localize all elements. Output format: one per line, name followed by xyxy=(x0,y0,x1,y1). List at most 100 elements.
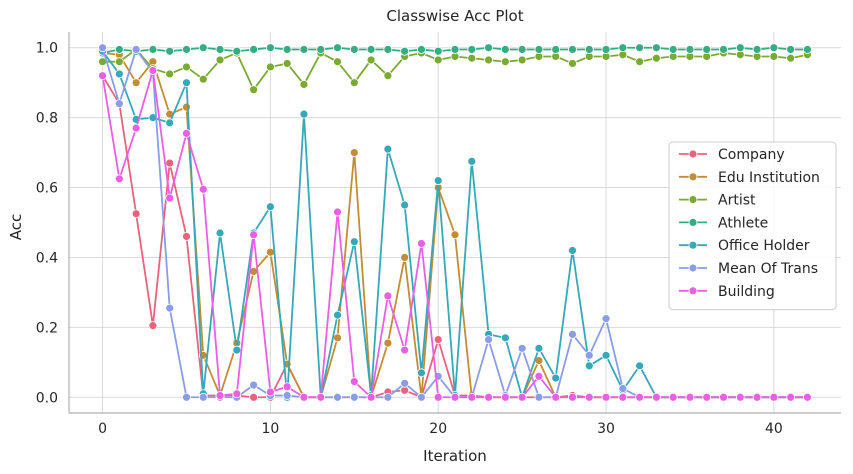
data-point-office-holder xyxy=(182,78,191,88)
data-point-building xyxy=(534,371,544,381)
data-point-artist xyxy=(165,69,175,79)
data-point-building xyxy=(618,392,628,402)
data-point-athlete xyxy=(232,46,242,56)
data-point-mean-of-trans xyxy=(333,392,342,402)
data-point-athlete xyxy=(484,43,493,53)
data-point-athlete xyxy=(803,45,812,54)
data-point-athlete xyxy=(735,43,745,53)
data-point-artist xyxy=(333,57,342,67)
data-point-athlete xyxy=(333,43,342,53)
x-tick-label: 0 xyxy=(98,421,107,437)
data-point-office-holder xyxy=(165,118,175,128)
data-point-office-holder xyxy=(467,156,477,166)
data-point-mean-of-trans xyxy=(568,329,577,339)
data-point-office-holder xyxy=(417,368,426,378)
data-point-building xyxy=(803,392,812,402)
data-point-athlete xyxy=(786,45,796,54)
data-point-mean-of-trans xyxy=(114,99,124,109)
series-artist xyxy=(98,45,812,95)
data-point-office-holder xyxy=(215,228,225,238)
data-point-building xyxy=(265,387,275,397)
y-tick-label: 0.6 xyxy=(36,181,58,197)
data-point-athlete xyxy=(618,43,628,53)
data-point-mean-of-trans xyxy=(584,350,594,360)
data-point-office-holder xyxy=(551,373,561,383)
data-point-athlete xyxy=(198,43,208,53)
data-point-edu-institution xyxy=(383,338,393,348)
data-point-office-holder xyxy=(333,310,342,320)
axes: 0 10 20 30 40 0.0 0.2 0.4 0.6 0.8 1.0 xyxy=(36,32,841,437)
data-point-athlete xyxy=(114,45,124,54)
data-point-artist xyxy=(500,57,510,67)
legend-swatch-marker xyxy=(688,240,698,250)
data-point-athlete xyxy=(702,45,712,54)
data-point-building xyxy=(685,392,695,402)
data-point-mean-of-trans xyxy=(534,392,544,402)
data-point-building xyxy=(282,382,292,392)
series-layer xyxy=(98,43,812,402)
data-point-artist xyxy=(215,55,225,65)
data-point-office-holder xyxy=(601,350,611,360)
data-point-athlete xyxy=(433,46,443,56)
x-tick-label: 20 xyxy=(429,421,447,437)
data-point-building xyxy=(316,392,326,402)
data-point-mean-of-trans xyxy=(165,303,175,313)
data-point-building xyxy=(484,392,493,402)
data-point-company xyxy=(433,335,443,344)
data-point-artist xyxy=(786,53,796,63)
data-point-athlete xyxy=(752,45,762,54)
data-point-mean-of-trans xyxy=(417,392,426,402)
legend-swatch-marker xyxy=(688,286,698,296)
data-point-office-holder xyxy=(349,237,359,247)
data-point-office-holder xyxy=(265,202,275,212)
data-point-building xyxy=(735,392,745,402)
data-point-athlete xyxy=(165,46,175,56)
chart-title: Classwise Acc Plot xyxy=(386,7,523,25)
series-building xyxy=(98,66,812,402)
data-point-edu-institution xyxy=(450,230,460,240)
data-point-athlete xyxy=(685,45,695,54)
legend-item-company: Company xyxy=(679,147,785,163)
data-point-mean-of-trans xyxy=(383,392,393,402)
y-tick-label: 0.4 xyxy=(36,250,58,266)
data-point-artist xyxy=(651,53,661,63)
data-point-artist xyxy=(182,62,191,72)
data-point-office-holder xyxy=(534,343,544,353)
x-tick-label: 10 xyxy=(261,421,279,437)
data-point-edu-institution xyxy=(265,247,275,257)
legend-swatch-marker xyxy=(688,195,698,205)
data-point-athlete xyxy=(551,45,561,54)
data-point-office-holder xyxy=(584,361,594,371)
data-point-building xyxy=(635,392,645,402)
data-point-athlete xyxy=(366,45,376,54)
data-point-office-holder xyxy=(500,333,510,343)
data-point-mean-of-trans xyxy=(198,392,208,402)
x-axis-title: Iteration xyxy=(423,447,487,465)
data-point-mean-of-trans xyxy=(98,43,107,53)
data-point-building xyxy=(601,392,611,402)
data-point-athlete xyxy=(651,43,661,53)
data-point-building xyxy=(769,392,779,402)
data-point-building xyxy=(668,392,678,402)
legend-label: Office Holder xyxy=(718,238,810,254)
data-point-office-holder xyxy=(568,246,577,255)
data-point-edu-institution xyxy=(182,102,191,112)
data-point-mean-of-trans xyxy=(618,384,628,393)
data-point-building xyxy=(182,128,191,138)
data-point-artist xyxy=(517,55,527,65)
data-point-building xyxy=(584,392,594,402)
data-point-athlete xyxy=(182,45,191,54)
data-point-building xyxy=(786,392,796,402)
data-point-athlete xyxy=(417,45,426,54)
y-tick-label: 0.2 xyxy=(36,320,58,336)
data-point-building xyxy=(131,123,141,133)
data-point-artist xyxy=(467,53,477,63)
y-tick-label: 0.8 xyxy=(36,111,58,127)
data-point-mean-of-trans xyxy=(400,378,410,388)
data-point-athlete xyxy=(450,45,460,54)
data-point-office-holder xyxy=(433,176,443,185)
data-point-artist xyxy=(366,55,376,65)
legend-item-office-holder: Office Holder xyxy=(679,238,810,254)
data-point-company xyxy=(182,232,191,241)
data-point-athlete xyxy=(635,43,645,53)
